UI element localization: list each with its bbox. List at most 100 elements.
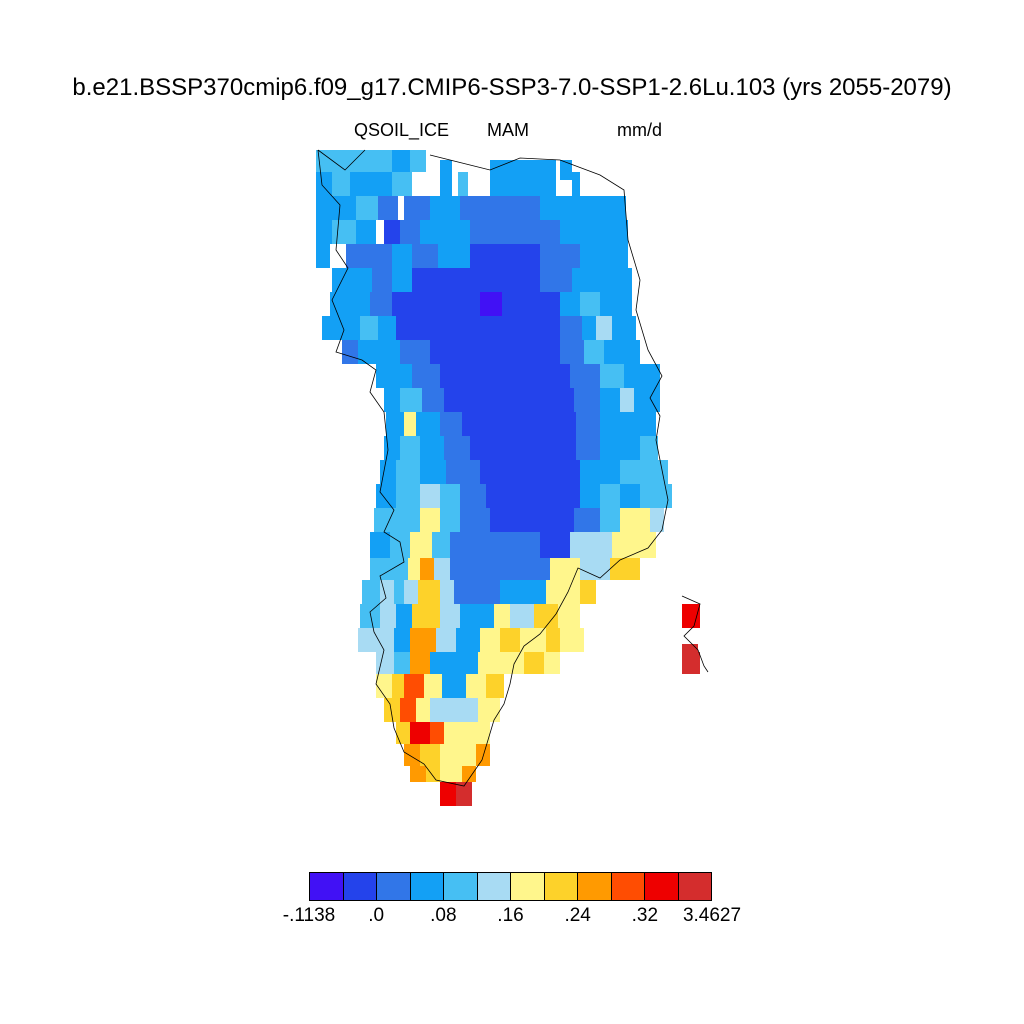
field-cell [396,316,420,340]
field-cell [376,628,394,652]
field-cell [576,436,600,460]
field-cell [430,196,460,220]
field-cell [580,244,628,268]
field-cell [582,316,596,340]
colorbar-label-5: .32 [631,905,659,926]
colorbar-box-2 [377,873,411,900]
field-cell [392,674,404,698]
field-cell [600,220,628,244]
field-cell [440,604,460,628]
field-cell [346,244,370,268]
field-cell [392,292,410,316]
field-cell [480,628,500,652]
field-cell [332,268,350,292]
field-cell [370,150,392,172]
field-cell [470,244,500,268]
colorbar-box-8 [578,873,612,900]
field-cell [404,744,420,766]
field-cell [620,460,646,484]
field-cell [340,316,360,340]
field-cell [316,172,332,196]
field-cell [490,172,556,196]
field-cell [640,484,672,508]
field-cell [446,460,480,484]
coastline-north-island [317,149,366,171]
field-cell [394,628,410,652]
field-cell [600,508,620,532]
colorbar-box-1 [343,873,377,900]
field-cell [462,766,476,782]
field-cell [410,652,430,674]
field-cell [404,196,430,220]
field-cell [444,722,466,744]
field-cell [436,628,456,652]
field-cell [574,388,600,412]
field-cell [452,652,478,674]
field-cell [580,580,596,604]
units-label: mm/d [617,120,662,140]
field-cell [682,644,698,666]
field-cell [540,244,580,268]
field-cell [370,532,390,558]
field-cell [600,364,624,388]
field-cell [420,220,440,244]
field-cell [490,508,574,532]
field-cell [576,412,600,436]
field-cell [440,220,470,244]
field-cell [460,508,490,532]
colorbar-box-6 [511,873,545,900]
field-cell [440,364,570,388]
field-cell [418,580,440,604]
field-cell [316,220,332,244]
colorbar-box-10 [645,873,679,900]
field-cell [432,532,450,558]
field-cell [430,340,560,364]
field-cell [460,484,486,508]
field-cell [540,196,600,220]
field-cell [350,172,372,196]
field-cell [600,484,620,508]
field-cell [420,508,440,532]
field-cell [540,268,572,292]
field-cell [380,604,396,628]
field-cell [360,316,378,340]
field-cell [404,580,418,604]
field-cell [600,196,626,220]
field-cell [362,580,380,604]
field-cell [500,244,540,268]
field-cell [378,196,398,220]
field-cell [454,580,500,604]
field-cell [400,436,420,460]
field-cell [350,268,372,292]
field-cell [410,150,426,172]
field-cell [392,172,412,196]
field-cell [646,460,668,484]
field-cell [600,292,632,316]
field-cell [392,150,410,172]
field-cell [356,196,378,220]
field-cell [332,220,356,244]
field-cell [580,484,600,508]
field-cell [440,412,462,436]
field-cell [412,268,440,292]
field-cell [476,744,490,766]
field-cell [416,412,440,436]
field-cells [316,150,700,806]
field-cell [580,292,600,316]
field-cell [580,460,620,484]
field-cell [400,340,430,364]
coastline-main [317,149,669,787]
field-cell [356,220,376,244]
field-cell [480,532,540,558]
field-cell [560,160,572,180]
field-cell [430,722,444,744]
field-cell [410,722,430,744]
field-cell [478,698,500,722]
field-cell [420,436,444,460]
field-cell [458,172,468,196]
field-cell [392,268,412,292]
field-cell [596,316,612,340]
field-cell [438,244,470,268]
field-cell [404,412,416,436]
